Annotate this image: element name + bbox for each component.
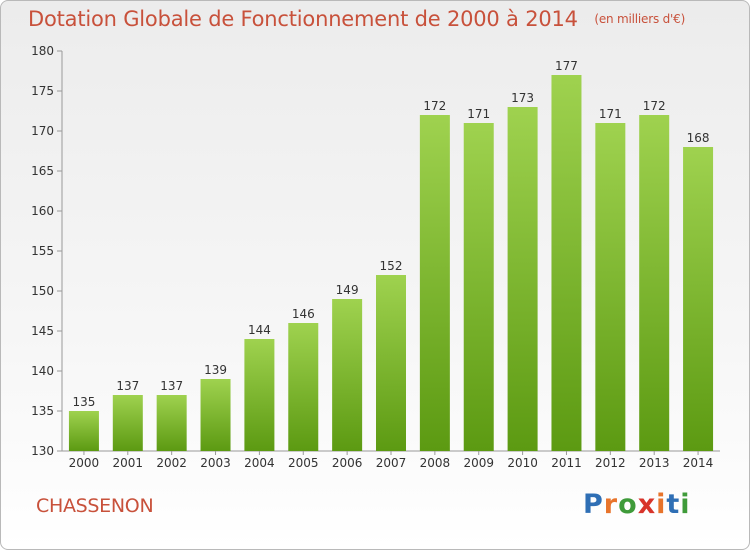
- x-tick-label-2013: 2013: [639, 456, 670, 470]
- data-label-2014: 168: [687, 131, 710, 145]
- x-tick-label-2010: 2010: [507, 456, 538, 470]
- x-tick-label-2008: 2008: [420, 456, 451, 470]
- bar-2008: [419, 115, 450, 451]
- x-tick-label-2004: 2004: [244, 456, 275, 470]
- x-tick-label-2003: 2003: [200, 456, 231, 470]
- bar-2001: [112, 395, 143, 451]
- logo-letter: P: [583, 489, 604, 520]
- data-label-2012: 171: [599, 107, 622, 121]
- bar-2010: [507, 107, 538, 451]
- bar-2014: [683, 147, 714, 451]
- x-tick-label-2007: 2007: [376, 456, 407, 470]
- bar-2007: [376, 275, 406, 451]
- y-tick-label: 160: [31, 204, 54, 218]
- data-label-2006: 149: [336, 283, 359, 297]
- x-tick-label-2006: 2006: [332, 456, 363, 470]
- logo-letter: r: [603, 489, 619, 520]
- chart-title-text: Dotation Globale de Fonctionnement de 20…: [28, 7, 578, 31]
- y-tick-label: 150: [31, 284, 54, 298]
- x-tick-label-2012: 2012: [595, 456, 626, 470]
- data-label-2013: 172: [643, 99, 666, 113]
- x-tick-label-2014: 2014: [683, 456, 714, 470]
- chart-unit: (en milliers d'€): [594, 12, 686, 26]
- x-tick-label-2009: 2009: [463, 456, 494, 470]
- y-tick-label: 180: [31, 44, 54, 58]
- bar-2011: [551, 75, 582, 451]
- town-name: CHASSENON: [36, 495, 154, 517]
- y-tick-label: 130: [31, 444, 54, 458]
- logo-letter: i: [656, 489, 667, 520]
- bar-2003: [200, 379, 231, 451]
- logo-letter: o: [618, 489, 638, 520]
- x-tick-label-2000: 2000: [69, 456, 100, 470]
- y-tick-label: 165: [31, 164, 54, 178]
- x-tick-label-2005: 2005: [288, 456, 319, 470]
- bar-2009: [463, 123, 494, 451]
- data-label-2001: 137: [116, 379, 139, 393]
- data-label-2011: 177: [555, 59, 578, 73]
- data-label-2009: 171: [467, 107, 490, 121]
- bar-2004: [244, 339, 275, 451]
- y-tick-label: 145: [31, 324, 54, 338]
- y-tick-label: 175: [31, 84, 54, 98]
- y-tick-label: 140: [31, 364, 54, 378]
- y-tick-label: 135: [31, 404, 54, 418]
- data-label-2002: 137: [160, 379, 183, 393]
- bar-2013: [639, 115, 670, 451]
- data-label-2005: 146: [292, 307, 315, 321]
- bar-2002: [156, 395, 187, 451]
- chart-title: Dotation Globale de Fonctionnement de 20…: [28, 7, 685, 31]
- bar-2005: [288, 323, 319, 451]
- data-label-2008: 172: [423, 99, 446, 113]
- bar-2000: [68, 411, 99, 451]
- y-tick-label: 155: [31, 244, 54, 258]
- logo-letter: t: [666, 489, 681, 520]
- data-label-2010: 173: [511, 91, 534, 105]
- proxiti-logo: Proxiti: [583, 489, 691, 520]
- data-label-2003: 139: [204, 363, 227, 377]
- logo-letter: x: [637, 489, 657, 520]
- bar-2006: [332, 299, 363, 451]
- bar-2012: [595, 123, 626, 451]
- logo-letter: i: [680, 489, 691, 520]
- x-tick-label-2001: 2001: [113, 456, 144, 470]
- data-label-2007: 152: [380, 259, 403, 273]
- y-tick-label: 170: [31, 124, 54, 138]
- data-label-2000: 135: [72, 395, 95, 409]
- x-tick-label-2002: 2002: [156, 456, 187, 470]
- data-label-2004: 144: [248, 323, 271, 337]
- x-tick-label-2011: 2011: [551, 456, 582, 470]
